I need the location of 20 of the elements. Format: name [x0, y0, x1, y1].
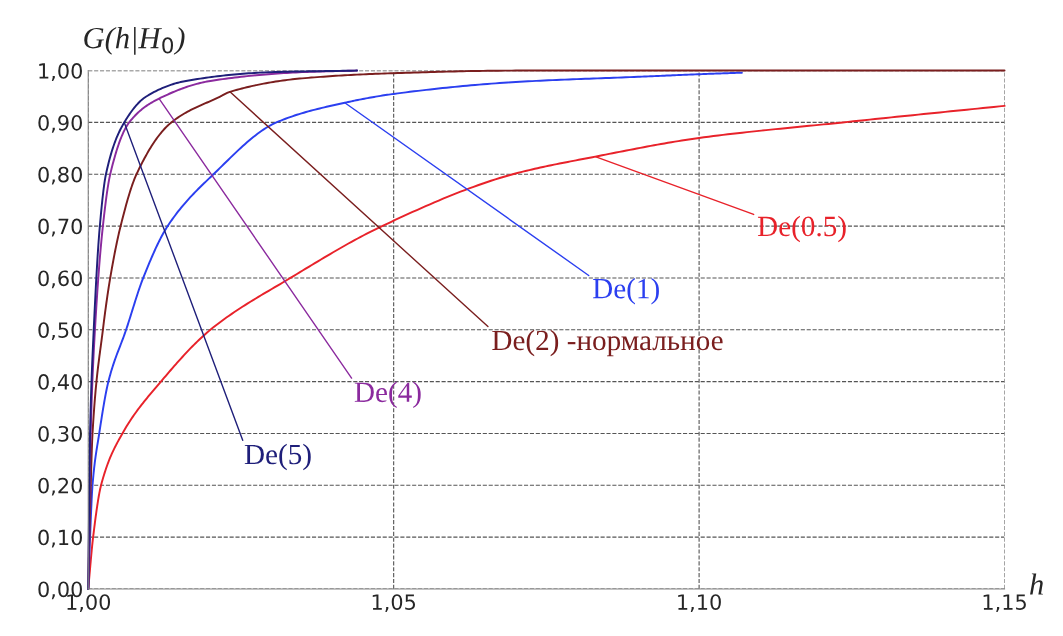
y-tick-label: 0,60 [38, 270, 82, 289]
y-tick-label: 0,80 [38, 166, 82, 185]
y-tick-label: 0,30 [38, 425, 82, 444]
x-tick-label: 1,05 [372, 594, 416, 613]
text: De(4) [354, 381, 421, 409]
x-tick-label: 1,10 [678, 594, 721, 613]
y-tick-label: 0,70 [38, 218, 82, 237]
x-axis-title: h [1030, 573, 1043, 595]
text: De(1) [593, 277, 659, 305]
y-tick-label: 0,10 [38, 529, 82, 548]
text: De(5) [244, 443, 311, 471]
text: De(2) -нормальное [492, 329, 723, 357]
y-tick-label: 0,50 [38, 322, 82, 341]
y-tick-label: 0,20 [38, 477, 82, 496]
y-tick-label: 0,90 [38, 114, 82, 133]
y-axis-title: G(h|H$_{0}$) [84, 26, 185, 55]
text: De(0.5) [757, 215, 846, 243]
y-tick-label: 0,40 [38, 374, 82, 392]
y-tick-label: 1,00 [39, 63, 82, 81]
x-tick-label: 1,15 [983, 594, 1026, 613]
